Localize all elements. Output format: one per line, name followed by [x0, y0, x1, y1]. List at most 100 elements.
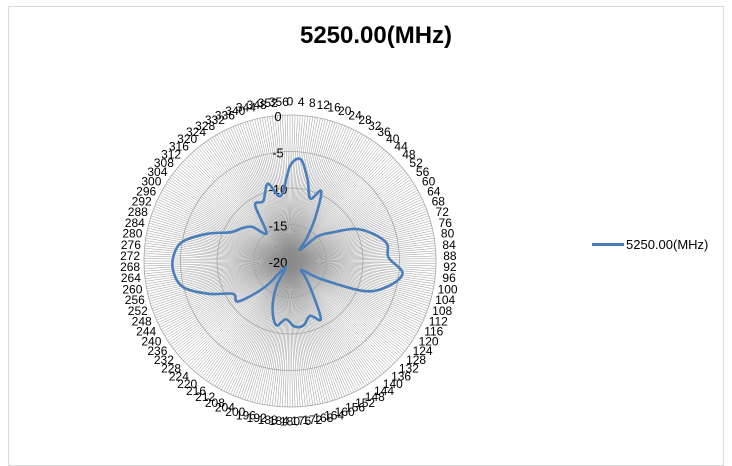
angle-tick-label: 200: [225, 405, 245, 419]
angle-tick-label: 216: [186, 384, 206, 398]
angle-tick-label: 272: [120, 249, 140, 263]
angle-tick-label: 204: [215, 401, 235, 415]
angle-tick-label: 12: [317, 98, 331, 112]
angle-tick-label: 60: [422, 175, 436, 189]
angle-tick-label: 132: [399, 362, 419, 376]
angle-tick-label: 28: [358, 113, 372, 127]
angle-tick-label: 260: [122, 282, 142, 296]
angle-tick-label: 108: [432, 304, 452, 318]
angle-tick-label: 356: [269, 95, 289, 109]
angle-tick-label: 4: [298, 95, 305, 109]
angle-tick-label: 184: [269, 414, 289, 428]
angle-tick-label: 72: [436, 205, 450, 219]
angle-tick-label: 296: [136, 184, 156, 198]
angle-tick-label: 344: [236, 101, 256, 115]
angle-tick-label: 328: [195, 119, 215, 133]
angle-tick-label: 220: [177, 377, 197, 391]
angle-tick-label: 228: [161, 362, 181, 376]
angle-tick-label: 136: [391, 370, 411, 384]
angle-tick-label: 236: [147, 344, 167, 358]
angle-tick-label: 252: [128, 304, 148, 318]
angle-tick-label: 352: [258, 96, 278, 110]
angle-tick-label: 332: [205, 113, 225, 127]
angle-tick-label: 80: [441, 227, 455, 241]
angle-tick-label: 124: [413, 344, 433, 358]
angle-tick-label: 144: [374, 384, 394, 398]
angle-tick-label: 96: [442, 271, 456, 285]
angle-tick-label: 92: [443, 260, 457, 274]
angle-tick-label: 104: [435, 293, 455, 307]
chart-title: 5250.00(MHz): [299, 22, 453, 49]
angle-tick-label: 336: [215, 108, 235, 122]
angle-tick-label: 112: [429, 314, 448, 328]
ring-gridline: [216, 187, 364, 335]
angle-tick-label: 176: [291, 414, 311, 428]
angle-tick-label: 264: [121, 271, 141, 285]
angle-tick-label: 16: [327, 101, 341, 115]
angle-tick-label: 120: [419, 335, 439, 349]
angle-tick-label: 56: [416, 165, 430, 179]
angle-tick-label: 208: [205, 396, 225, 410]
series-line: [171, 157, 404, 329]
angle-tick-label: 172: [302, 413, 322, 427]
angle-tick-label: 36: [377, 125, 391, 139]
angle-tick-label: 192: [247, 411, 267, 425]
angle-tick-label: 68: [432, 195, 446, 209]
angle-tick-label: 152: [355, 396, 375, 410]
angle-tick-label: 164: [324, 408, 344, 422]
legend-swatch: [592, 243, 624, 246]
angle-tick-label: 244: [136, 325, 156, 339]
angle-tick-label: 300: [141, 175, 161, 189]
radial-tick-label: -20: [269, 255, 288, 270]
angle-tick-label: 232: [154, 353, 174, 367]
angle-tick-label: 188: [258, 413, 278, 427]
radial-tick-label: -15: [269, 219, 288, 234]
angle-tick-label: 292: [132, 195, 152, 209]
angle-tick-label: 276: [121, 238, 141, 252]
radial-tick-label: 0: [274, 109, 281, 124]
angle-tick-label: 268: [120, 260, 140, 274]
angle-tick-label: 156: [345, 401, 365, 415]
angle-tick-label: 340: [225, 104, 245, 118]
angle-tick-label: 288: [128, 205, 148, 219]
angle-tick-label: 100: [438, 282, 458, 296]
angle-tick-label: 180: [280, 415, 300, 429]
angle-tick-label: 308: [154, 156, 174, 170]
angle-tick-label: 324: [186, 125, 206, 139]
angle-tick-label: 160: [335, 405, 355, 419]
angle-tick-label: 88: [443, 249, 457, 263]
angle-tick-label: 140: [383, 377, 403, 391]
angle-tick-label: 40: [386, 132, 400, 146]
angle-tick-label: 116: [424, 325, 443, 339]
angle-tick-label: 312: [161, 147, 181, 161]
angle-tick-label: 128: [406, 353, 426, 367]
angle-tick-label: 0: [287, 95, 294, 109]
angle-tick-label: 168: [313, 411, 333, 425]
angle-tick-label: 148: [365, 390, 385, 404]
angle-tick-label: 304: [147, 165, 167, 179]
angle-tick-label: 348: [247, 98, 267, 112]
angle-tick-label: 32: [368, 119, 382, 133]
angle-tick-label: 224: [169, 370, 189, 384]
angle-tick-label: 316: [169, 139, 189, 153]
angle-tick-label: 64: [427, 184, 441, 198]
ring-gridline: [180, 151, 400, 371]
angle-tick-label: 44: [394, 139, 408, 153]
radar-chart: -20-15-10-500 4 8 1216202428323640444852566…: [120, 95, 458, 429]
angle-tick-label: 196: [236, 408, 256, 422]
angle-tick-label: 8: [309, 96, 316, 110]
radial-tick-label: -5: [272, 146, 284, 161]
angle-tick-label: 284: [125, 216, 145, 230]
angle-tick-label: 24: [348, 108, 362, 122]
angle-tick-label: 320: [177, 132, 197, 146]
angle-tick-label: 76: [439, 216, 453, 230]
angle-tick-label: 248: [132, 314, 152, 328]
ring-gridline: [253, 224, 327, 298]
ring-gridline: [143, 114, 437, 408]
angle-tick-label: 84: [442, 238, 456, 252]
legend: 5250.00(MHz): [592, 237, 708, 252]
angle-tick-label: 48: [402, 147, 416, 161]
legend-label: 5250.00(MHz): [626, 237, 709, 252]
angle-tick-label: 20: [338, 104, 352, 118]
angle-tick-label: 52: [409, 156, 423, 170]
